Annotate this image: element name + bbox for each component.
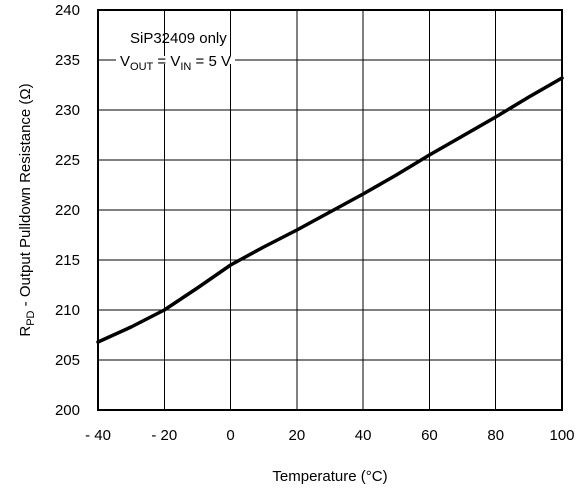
annotation-v-out-symbol: V bbox=[120, 53, 130, 70]
x-tick-label: 80 bbox=[487, 427, 504, 444]
x-tick-label: 100 bbox=[549, 427, 574, 444]
x-tick-label: 0 bbox=[226, 427, 234, 444]
annotation: SiP32409 only VOUT = VIN = 5 V bbox=[116, 30, 235, 73]
annotation-out-subscript: OUT bbox=[130, 61, 154, 73]
annotation-line-2: VOUT = VIN = 5 V bbox=[120, 53, 231, 73]
x-axis-title: Temperature (°C) bbox=[272, 468, 387, 485]
series-line bbox=[96, 76, 564, 344]
y-tick-labels: 200 205 210 215 220 225 230 235 240 bbox=[55, 2, 80, 419]
x-tick-label: - 40 bbox=[85, 427, 111, 444]
x-tick-label: 40 bbox=[355, 427, 372, 444]
y-axis-title: RPD - Output Pulldown Resistance (Ω) bbox=[17, 83, 37, 336]
y-axis-title-text: - Output Pulldown Resistance (Ω) bbox=[17, 83, 34, 310]
plot-frame bbox=[97, 9, 563, 411]
y-tick-label: 240 bbox=[55, 2, 80, 19]
y-tick-label: 200 bbox=[55, 402, 80, 419]
annotation-eq-v-in: = V bbox=[153, 53, 180, 70]
annotation-line-1: SiP32409 only bbox=[130, 30, 227, 47]
y-tick-label: 205 bbox=[55, 352, 80, 369]
y-tick-label: 220 bbox=[55, 202, 80, 219]
y-tick-label: 235 bbox=[55, 52, 80, 69]
y-tick-label: 225 bbox=[55, 152, 80, 169]
grid-layer bbox=[97, 9, 563, 411]
annotation-value: = 5 V bbox=[191, 53, 231, 70]
x-tick-label: 20 bbox=[289, 427, 306, 444]
y-axis-title-subscript: PD bbox=[25, 310, 37, 325]
annotation-in-subscript: IN bbox=[180, 61, 191, 73]
annotation-background bbox=[116, 56, 235, 64]
x-tick-labels: - 40 - 20 0 20 40 60 80 100 bbox=[85, 427, 574, 444]
x-tick-label: - 20 bbox=[151, 427, 177, 444]
curve-layer bbox=[96, 76, 564, 344]
y-tick-label: 215 bbox=[55, 252, 80, 269]
y-tick-label: 230 bbox=[55, 102, 80, 119]
x-tick-label: 60 bbox=[421, 427, 438, 444]
y-tick-label: 210 bbox=[55, 302, 80, 319]
y-axis-title-symbol: R bbox=[17, 326, 34, 337]
